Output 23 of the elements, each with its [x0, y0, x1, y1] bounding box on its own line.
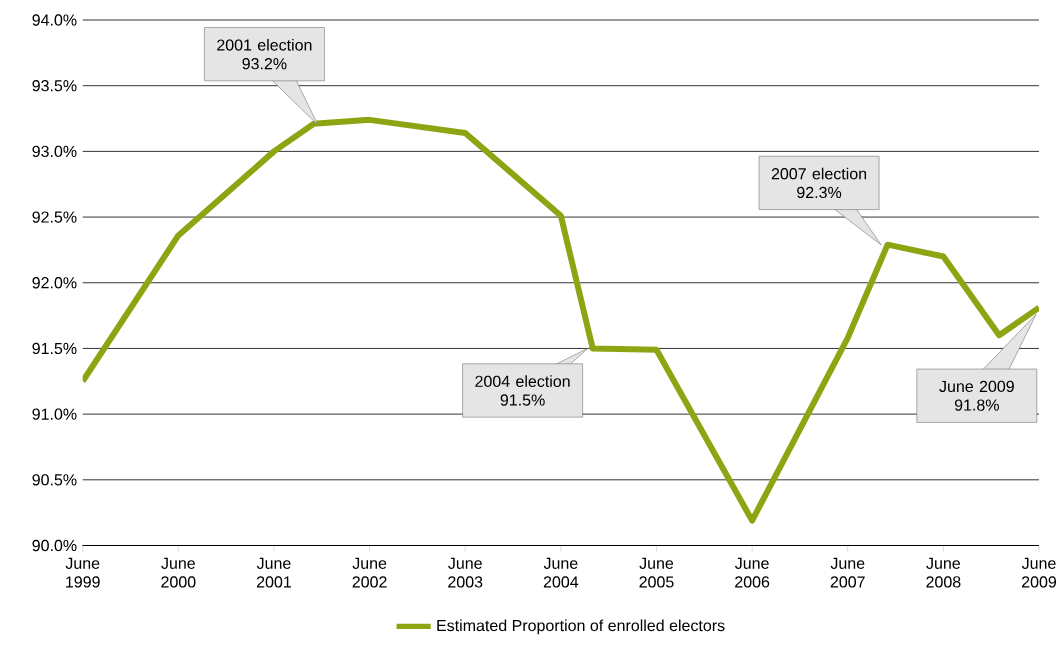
x-tick-label: June 2007 — [830, 558, 865, 588]
x-tick-label: June 2005 — [639, 558, 674, 588]
annotation: 2004 election 91.5% — [475, 375, 570, 406]
y-tick-label: 90.5% — [32, 474, 77, 486]
y-tick-label: 91.0% — [32, 408, 77, 421]
y-tick-label: 92.5% — [32, 211, 77, 223]
x-tick-label: June 2003 — [448, 558, 483, 588]
x-tick-label: June 2006 — [735, 558, 770, 588]
x-tick-label: June 2002 — [352, 558, 387, 588]
y-tick-label: 94.0% — [32, 14, 77, 26]
y-tick-label: 92.0% — [32, 277, 77, 289]
y-tick-label: 90.0% — [32, 540, 77, 552]
x-tick-label: June 2004 — [543, 558, 579, 588]
x-tick-label: June 1999 — [65, 558, 100, 588]
y-tick-label: 91.5% — [32, 343, 77, 355]
legend-label: Estimated Proportion of enrolled electors — [437, 619, 725, 635]
annotation: June 2009 91.8% — [939, 380, 1014, 411]
x-tick-label: June 2008 — [926, 558, 961, 588]
x-tick-label: June 2009 — [1021, 558, 1057, 588]
x-tick-label: June 2001 — [256, 558, 291, 588]
y-tick-label: 93.0% — [32, 145, 77, 158]
y-tick-label: 93.5% — [32, 80, 77, 92]
x-tick-label: June 2000 — [161, 558, 196, 588]
